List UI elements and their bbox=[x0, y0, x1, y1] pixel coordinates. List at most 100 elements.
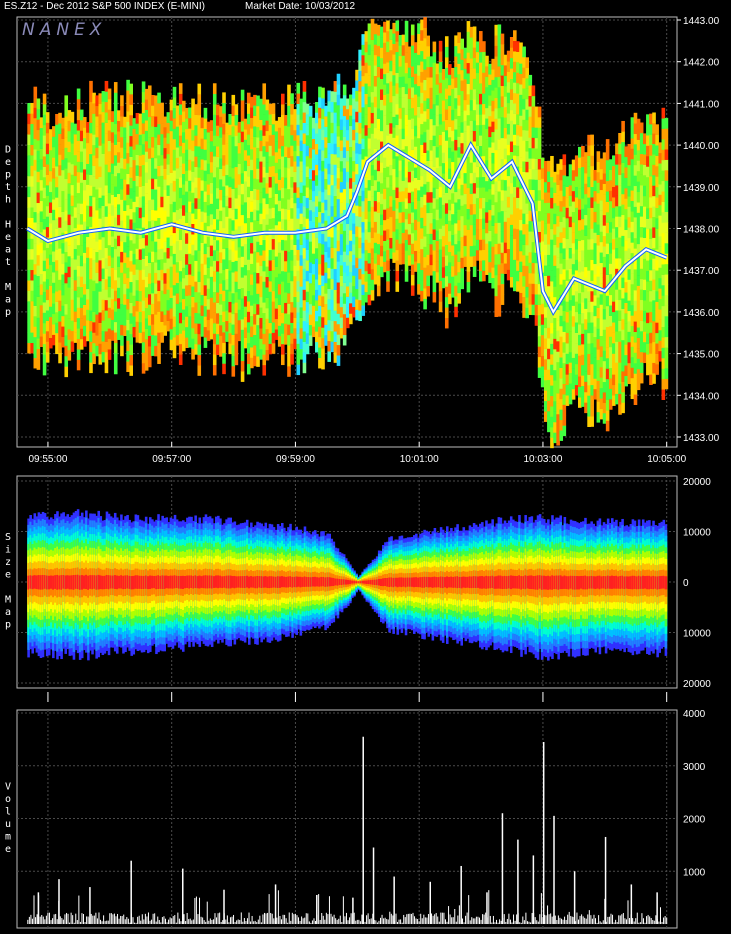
heatmap-cell bbox=[104, 247, 109, 259]
heatmap-cell bbox=[358, 247, 362, 259]
heatmap-cell bbox=[404, 93, 409, 105]
heatmap-cell bbox=[553, 349, 557, 360]
heatmap-cell bbox=[95, 95, 99, 107]
heatmap-cell bbox=[618, 216, 622, 228]
heatmap-cell bbox=[175, 188, 180, 200]
heatmap-cell bbox=[281, 260, 285, 272]
heatmap-cell bbox=[327, 90, 331, 102]
heatmap-cell bbox=[568, 393, 573, 405]
heatmap-cell bbox=[454, 254, 458, 266]
heatmap-cell bbox=[466, 94, 471, 105]
heatmap-cell bbox=[113, 207, 118, 218]
heatmap-cell bbox=[95, 199, 99, 211]
heatmap-cell bbox=[178, 124, 183, 136]
heatmap-cell bbox=[565, 259, 570, 271]
heatmap-cell bbox=[466, 187, 471, 199]
heatmap-cell bbox=[42, 239, 47, 251]
heatmap-cell bbox=[296, 93, 301, 105]
heatmap-cell bbox=[243, 118, 248, 130]
heatmap-cell bbox=[550, 239, 554, 251]
heatmap-cell bbox=[485, 243, 489, 255]
heatmap-cell bbox=[491, 256, 495, 268]
heatmap-cell bbox=[225, 289, 229, 301]
heatmap-cell bbox=[151, 313, 155, 325]
heatmap-cell bbox=[30, 290, 34, 302]
heatmap-cell bbox=[355, 111, 359, 123]
heatmap-cell bbox=[516, 176, 520, 188]
heatmap-cell bbox=[615, 310, 619, 321]
heatmap-cell bbox=[166, 185, 171, 196]
heatmap-cell bbox=[315, 289, 319, 301]
heatmap-cell bbox=[571, 295, 576, 306]
heatmap-cell bbox=[426, 254, 430, 266]
heatmap-cell bbox=[364, 41, 369, 53]
heatmap-cell bbox=[246, 363, 251, 375]
heatmap-cell bbox=[624, 229, 628, 241]
heatmap-cell bbox=[231, 188, 236, 200]
heatmap-cell bbox=[287, 282, 291, 294]
heatmap-cell bbox=[169, 141, 174, 153]
heatmap-cell bbox=[621, 339, 625, 351]
heatmap-cell bbox=[618, 362, 622, 374]
heatmap-cell bbox=[271, 134, 276, 146]
heatmap-cell bbox=[646, 229, 650, 240]
heatmap-cell bbox=[605, 347, 610, 359]
heatmap-cell bbox=[129, 219, 133, 230]
heatmap-cell bbox=[516, 208, 520, 219]
heatmap-cell bbox=[417, 231, 421, 243]
heatmap-cell bbox=[219, 179, 223, 190]
heatmap-cell bbox=[562, 175, 567, 186]
heatmap-cell bbox=[475, 187, 480, 199]
heatmap-cell bbox=[305, 166, 310, 178]
heatmap-cell bbox=[274, 214, 279, 226]
heatmap-cell bbox=[113, 269, 118, 281]
heatmap-cell bbox=[311, 138, 316, 150]
heatmap-cell bbox=[101, 289, 106, 300]
heatmap-cell bbox=[550, 312, 554, 324]
heatmap-cell bbox=[311, 201, 316, 212]
heatmap-cell bbox=[95, 324, 99, 336]
heatmap-cell bbox=[435, 178, 440, 189]
heatmap-cell bbox=[352, 181, 356, 193]
heatmap-cell bbox=[345, 98, 350, 110]
heatmap-cell bbox=[522, 98, 526, 110]
heatmap-cell bbox=[262, 187, 267, 199]
heatmap-cell bbox=[52, 178, 56, 189]
heatmap-cell bbox=[398, 118, 403, 130]
heatmap-cell bbox=[642, 331, 647, 343]
heatmap-cell bbox=[537, 221, 542, 232]
heatmap-cell bbox=[615, 174, 619, 186]
heatmap-cell bbox=[482, 197, 486, 209]
heatmap-cell bbox=[48, 150, 53, 161]
heatmap-cell bbox=[327, 236, 331, 248]
heatmap-cell bbox=[324, 189, 328, 200]
heatmap-cell bbox=[95, 303, 99, 315]
heatmap-cell bbox=[627, 206, 632, 218]
heatmap-cell bbox=[231, 261, 236, 273]
heatmap-cell bbox=[349, 136, 353, 147]
heatmap-cell bbox=[370, 227, 375, 239]
heatmap-cell bbox=[281, 135, 285, 147]
heatmap-cell bbox=[321, 129, 325, 141]
heatmap-cell bbox=[642, 164, 647, 176]
heatmap-cell bbox=[299, 255, 304, 266]
heatmap-cell bbox=[621, 287, 625, 299]
heatmap-cell bbox=[296, 364, 301, 376]
heatmap-cell bbox=[630, 388, 635, 400]
heatmap-cell bbox=[274, 235, 279, 247]
heatmap-cell bbox=[219, 189, 223, 201]
heatmap-cell bbox=[327, 267, 331, 279]
heatmap-cell bbox=[284, 219, 288, 230]
heatmap-cell bbox=[581, 229, 585, 241]
heatmap-cell bbox=[528, 241, 533, 253]
heatmap-cell bbox=[151, 126, 155, 137]
heatmap-cell bbox=[101, 309, 106, 321]
heatmap-cell bbox=[191, 119, 195, 131]
heatmap-cell bbox=[113, 321, 118, 333]
heatmap-cell bbox=[299, 286, 304, 298]
heatmap-cell bbox=[89, 133, 93, 144]
heatmap-cell bbox=[95, 220, 99, 232]
heatmap-cell bbox=[265, 287, 270, 298]
heatmap-cell bbox=[472, 245, 477, 257]
heatmap-cell bbox=[537, 231, 542, 243]
